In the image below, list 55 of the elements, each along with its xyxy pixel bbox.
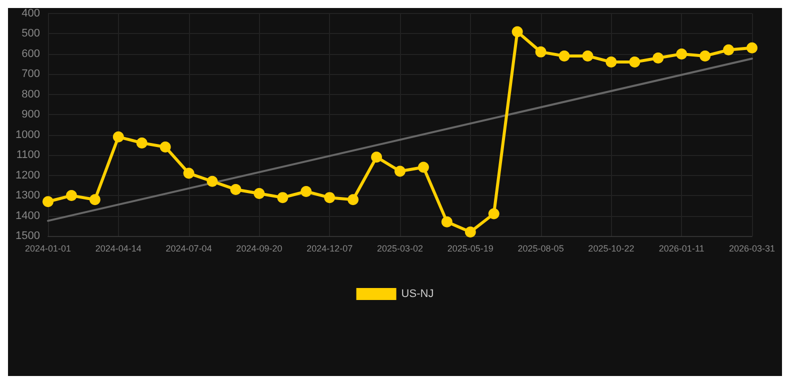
x-tick-label: 2024-09-20 xyxy=(236,244,282,254)
x-tick-label: 2025-08-05 xyxy=(518,244,564,254)
x-tick-label: 2024-01-01 xyxy=(24,244,72,254)
x-tick-label: 2025-10-22 xyxy=(588,244,634,254)
point xyxy=(746,42,758,54)
point xyxy=(371,152,382,163)
y-tick-label: 1500 xyxy=(16,230,40,242)
point xyxy=(136,137,148,148)
legend-label: US-NJ xyxy=(401,288,434,300)
x-tick-label: 2025-05-19 xyxy=(447,244,494,254)
y-tick-label: 1300 xyxy=(16,190,40,202)
x-tick-label: 2026-01-11 xyxy=(658,244,704,254)
point xyxy=(441,216,452,228)
x-tick-label: 2024-12-07 xyxy=(306,244,353,254)
point xyxy=(230,184,242,195)
point xyxy=(418,162,429,173)
point xyxy=(652,52,664,64)
point xyxy=(254,188,265,200)
y-tick-label: 1400 xyxy=(16,210,40,222)
y-tick-label: 1200 xyxy=(16,169,40,182)
point xyxy=(676,48,688,60)
point xyxy=(558,50,570,62)
x-tick-label: 2025-03-02 xyxy=(376,244,424,254)
y-tick-label: 400 xyxy=(22,8,40,20)
point xyxy=(277,192,288,204)
point xyxy=(206,176,218,187)
point xyxy=(700,50,711,62)
y-tick-label: 600 xyxy=(22,48,40,60)
point xyxy=(300,186,312,197)
point xyxy=(394,166,406,177)
y-tick-label: 900 xyxy=(22,108,40,121)
point xyxy=(723,44,734,56)
point xyxy=(66,190,77,202)
point xyxy=(324,192,336,204)
point xyxy=(89,194,100,206)
point xyxy=(464,226,476,238)
point xyxy=(512,26,523,38)
y-tick-label: 700 xyxy=(22,68,40,80)
point xyxy=(582,50,594,62)
point xyxy=(488,208,500,220)
y-tick-label: 1100 xyxy=(16,149,40,162)
point xyxy=(348,194,359,206)
point xyxy=(160,142,171,152)
y-tick-label: 800 xyxy=(22,88,40,100)
x-tick-label: 2024-07-04 xyxy=(166,244,212,254)
y-tick-label: 500 xyxy=(22,28,40,40)
point xyxy=(183,168,194,179)
point xyxy=(535,46,546,58)
x-tick-label: 2026-03-31 xyxy=(728,244,776,254)
point xyxy=(42,196,54,208)
point xyxy=(112,131,124,142)
point xyxy=(606,56,617,68)
point xyxy=(629,56,640,68)
y-tick-label: 1000 xyxy=(16,128,40,141)
x-tick-label: 2024-04-14 xyxy=(95,244,142,254)
